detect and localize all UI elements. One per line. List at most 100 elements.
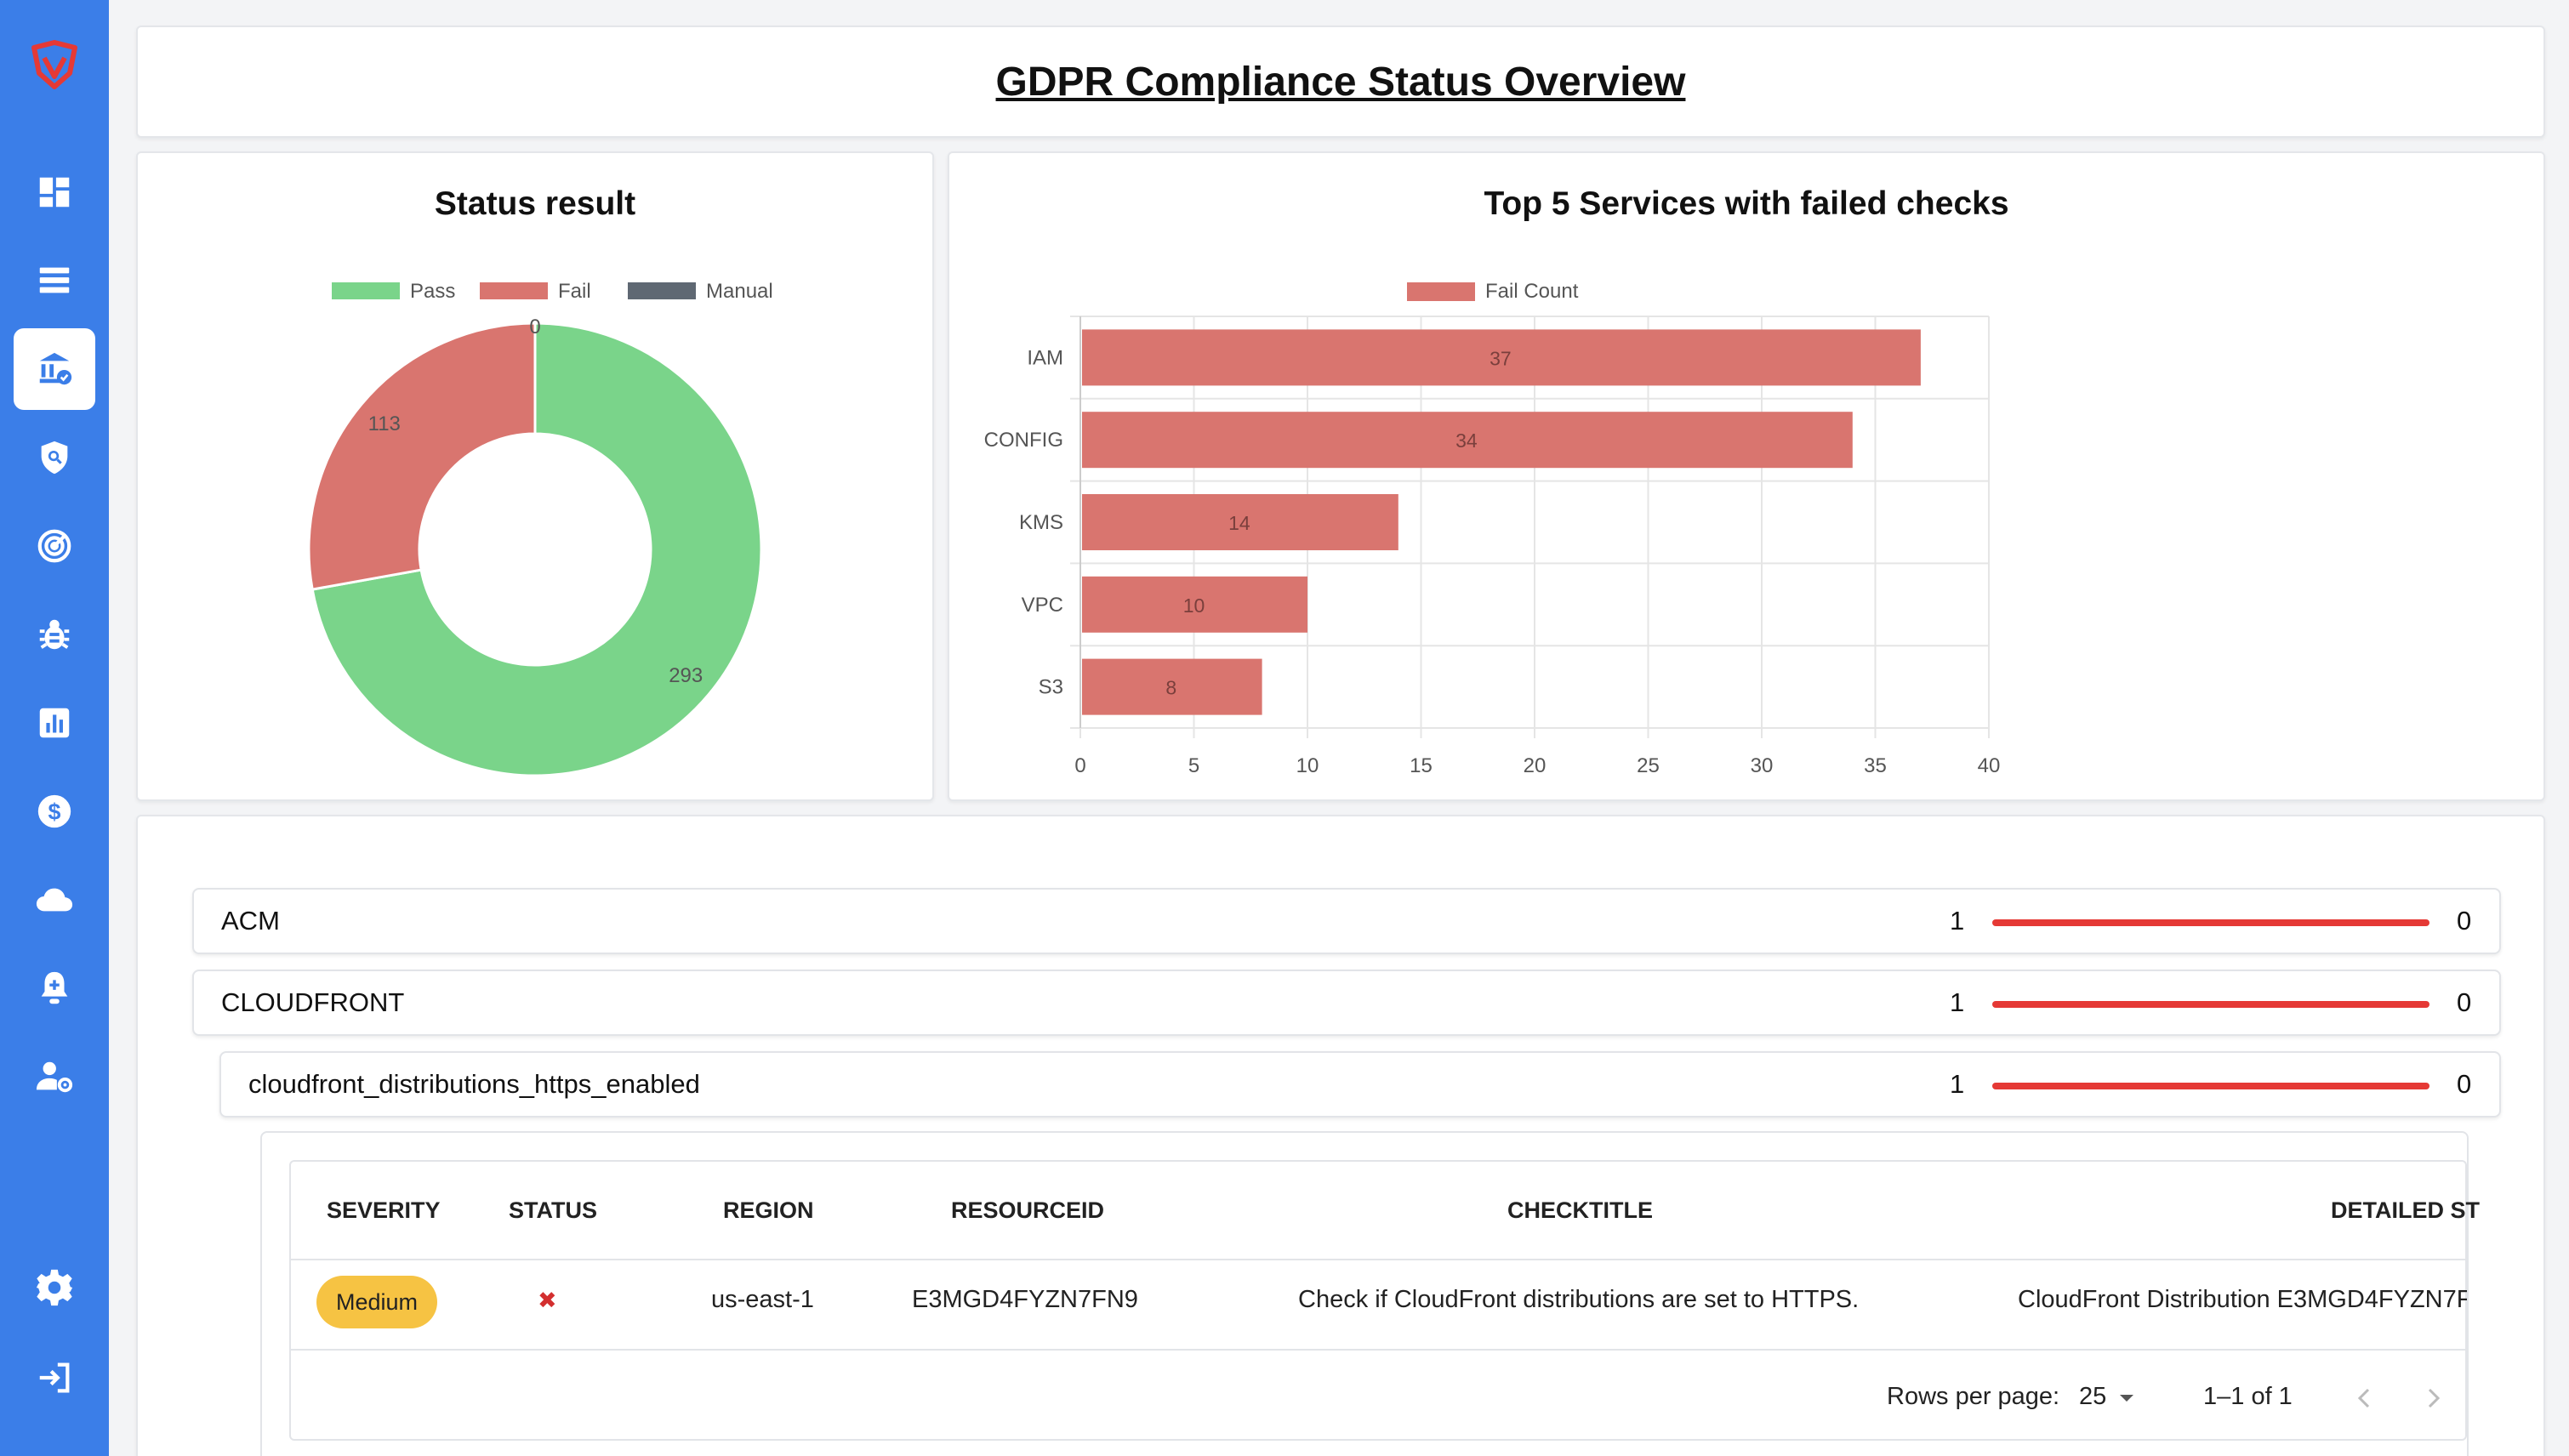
accordion-row-cloudfront[interactable]: CLOUDFRONT 1 0 bbox=[192, 970, 2501, 1036]
donut-label-manual: 0 bbox=[529, 316, 540, 338]
cell-detailed-status: CloudFront Distribution E3MGD4FYZN7FN bbox=[2018, 1286, 2467, 1313]
sidebar-item-cloud[interactable] bbox=[14, 859, 95, 941]
cell-region: us-east-1 bbox=[711, 1286, 814, 1313]
column-header-detailed-status[interactable]: DETAILED ST bbox=[2331, 1197, 2480, 1223]
accordion-progress-bar bbox=[1992, 1001, 2429, 1008]
legend-swatch-fail bbox=[480, 282, 548, 299]
x-tick-label: 40 bbox=[1978, 754, 2001, 777]
accordion-label: ACM bbox=[221, 906, 280, 936]
x-tick-label: 20 bbox=[1524, 754, 1547, 777]
severity-badge: Medium bbox=[316, 1276, 437, 1328]
legend-swatch-fail-count bbox=[1407, 282, 1475, 301]
column-header-status[interactable]: STATUS bbox=[509, 1197, 597, 1223]
legend-label-fail-count: Fail Count bbox=[1485, 280, 1579, 303]
cell-resourceid: E3MGD4FYZN7FN9 bbox=[912, 1286, 1138, 1313]
top5-bar-chart: Fail Count 0 5 10 15 20 25 30 35 40 IAM 37 CONFIG 34 K… bbox=[984, 280, 2001, 777]
sidebar-item-billing[interactable]: $ bbox=[14, 771, 95, 852]
logout-icon bbox=[39, 1362, 70, 1393]
sidebar-item-user-settings[interactable] bbox=[14, 1036, 95, 1118]
pagination-range: 1–1 of 1 bbox=[2203, 1383, 2293, 1410]
alert-bell-icon bbox=[41, 971, 68, 1004]
title-card: GDPR Compliance Status Overview bbox=[136, 26, 2545, 138]
rows-per-page-select[interactable]: 25 bbox=[2079, 1383, 2107, 1410]
donut-label-pass: 293 bbox=[669, 664, 703, 687]
y-tick-label: S3 bbox=[1039, 676, 1063, 699]
sidebar-item-compliance[interactable] bbox=[14, 328, 95, 410]
legend-label-manual: Manual bbox=[706, 280, 773, 303]
donut-slice-fail bbox=[307, 321, 537, 591]
svg-text:$: $ bbox=[48, 799, 61, 825]
legend-swatch-manual bbox=[628, 282, 696, 299]
shield-search-icon bbox=[41, 441, 68, 475]
list-icon bbox=[39, 267, 70, 293]
y-tick-label: CONFIG bbox=[984, 429, 1063, 452]
sidebar-item-alerts[interactable] bbox=[14, 947, 95, 1029]
findings-table bbox=[289, 1160, 2467, 1441]
gear-icon bbox=[36, 1269, 73, 1306]
accordion-right-count: 0 bbox=[2457, 906, 2472, 936]
sidebar-item-logout[interactable] bbox=[14, 1337, 95, 1419]
x-tick-label: 35 bbox=[1864, 754, 1887, 777]
cell-checktitle: Check if CloudFront distributions are se… bbox=[1298, 1286, 1860, 1313]
bar-vpc bbox=[1082, 576, 1307, 633]
donut-slice-pass bbox=[310, 321, 763, 777]
dashboard-icon bbox=[39, 177, 70, 208]
dollar-icon: $ bbox=[37, 794, 71, 828]
sidebar-item-reports[interactable] bbox=[14, 682, 95, 764]
bar-iam bbox=[1082, 329, 1921, 386]
donut-label-fail: 113 bbox=[368, 412, 401, 435]
cloud-icon bbox=[36, 888, 73, 912]
legend-label-fail: Fail bbox=[558, 280, 591, 303]
column-header-resourceid[interactable]: RESOURCEID bbox=[951, 1197, 1105, 1223]
accordion-row-acm[interactable]: ACM 1 0 bbox=[192, 888, 2501, 954]
y-tick-label: IAM bbox=[1027, 346, 1063, 369]
column-header-severity[interactable]: SEVERITY bbox=[327, 1197, 441, 1223]
app-logo-icon[interactable] bbox=[27, 39, 82, 94]
y-tick-label: KMS bbox=[1019, 511, 1063, 534]
accordion-row-cloudfront-https[interactable]: cloudfront_distributions_https_enabled 1… bbox=[219, 1051, 2501, 1118]
accordion-count: 1 bbox=[1950, 987, 1965, 1017]
bar-data-label: 34 bbox=[1455, 429, 1478, 452]
bar-s3 bbox=[1082, 658, 1262, 715]
x-tick-label: 0 bbox=[1074, 754, 1085, 777]
sidebar-item-security-scan[interactable] bbox=[14, 417, 95, 498]
sidebar-item-radar[interactable] bbox=[14, 505, 95, 587]
bar-data-label: 37 bbox=[1490, 347, 1512, 369]
next-page-icon[interactable] bbox=[2421, 1383, 2445, 1413]
table-row-divider bbox=[291, 1349, 2465, 1351]
column-header-region[interactable]: REGION bbox=[723, 1197, 814, 1223]
sidebar-item-dashboard[interactable] bbox=[14, 151, 95, 233]
bar-data-label: 10 bbox=[1183, 594, 1205, 617]
accordion-right-count: 0 bbox=[2457, 987, 2472, 1017]
rows-per-page-label: Rows per page: bbox=[1887, 1383, 2060, 1410]
prev-page-icon[interactable] bbox=[2353, 1383, 2377, 1413]
bar-data-label: 14 bbox=[1228, 512, 1250, 534]
x-tick-label: 10 bbox=[1296, 754, 1319, 777]
accordion-progress-bar bbox=[1992, 919, 2429, 926]
legend-swatch-pass bbox=[332, 282, 400, 299]
x-tick-label: 15 bbox=[1410, 754, 1433, 777]
y-tick-label: VPC bbox=[1022, 594, 1063, 617]
accordion-count: 1 bbox=[1950, 1069, 1965, 1099]
table-header-divider bbox=[291, 1259, 2465, 1260]
x-tick-label: 30 bbox=[1751, 754, 1774, 777]
bar-kms bbox=[1082, 494, 1398, 550]
accordion-progress-bar bbox=[1992, 1083, 2429, 1089]
accordion-label: CLOUDFRONT bbox=[221, 987, 405, 1017]
compliance-icon bbox=[39, 352, 72, 385]
status-donut-chart: Pass Fail Manual 293 113 0 bbox=[307, 280, 773, 777]
sidebar-item-settings[interactable] bbox=[14, 1247, 95, 1328]
sidebar-item-list[interactable] bbox=[14, 240, 95, 321]
accordion-right-count: 0 bbox=[2457, 1069, 2472, 1099]
radar-icon bbox=[37, 529, 71, 563]
column-header-checktitle[interactable]: CHECKTITLE bbox=[1507, 1197, 1653, 1223]
legend-label-pass: Pass bbox=[410, 280, 455, 303]
sidebar: $ bbox=[0, 0, 109, 1456]
bar-config bbox=[1082, 412, 1853, 469]
caret-down-icon[interactable] bbox=[2116, 1391, 2137, 1405]
sidebar-item-bugs[interactable] bbox=[14, 594, 95, 675]
x-tick-label: 5 bbox=[1188, 754, 1199, 777]
page-title: GDPR Compliance Status Overview bbox=[995, 59, 1686, 105]
accordion-label: cloudfront_distributions_https_enabled bbox=[248, 1069, 700, 1099]
